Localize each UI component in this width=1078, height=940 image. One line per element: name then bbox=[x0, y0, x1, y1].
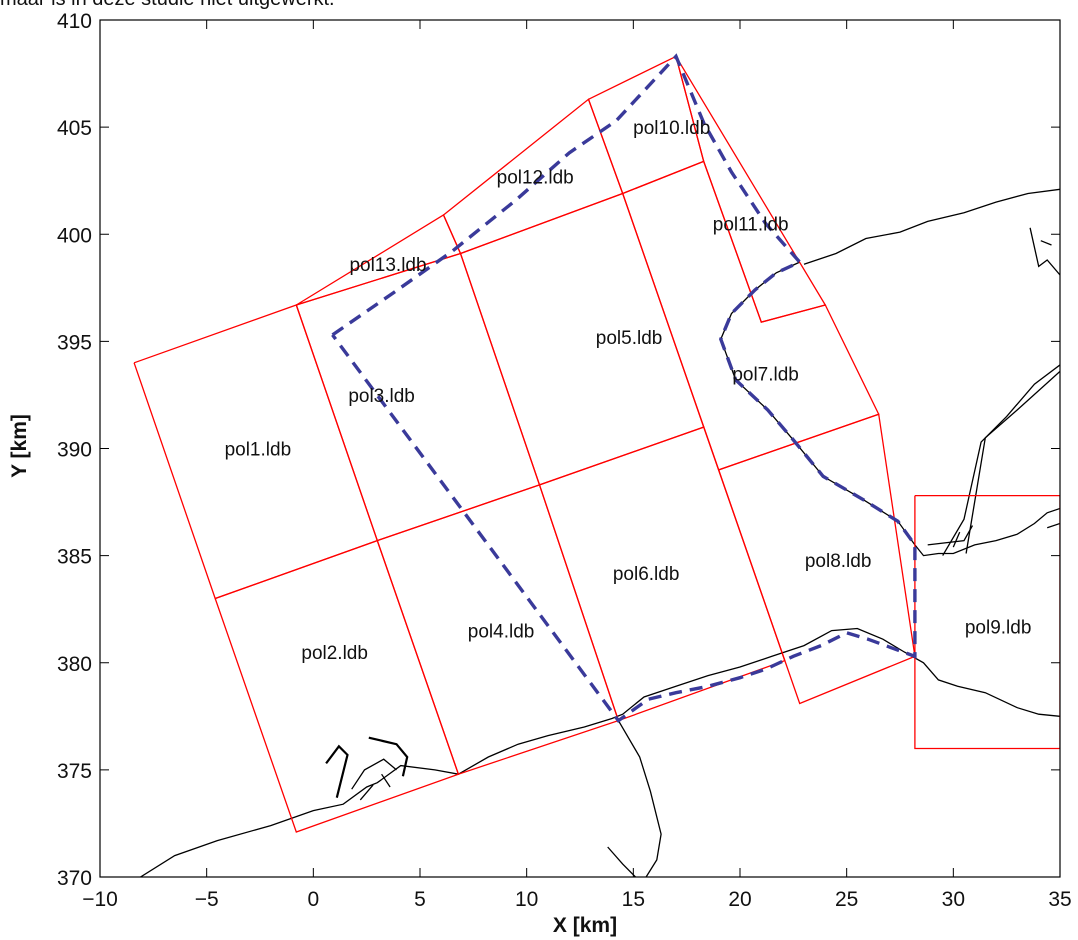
coastline-layer bbox=[140, 188, 1060, 877]
polygon-label-layer: pol1.ldb pol2.ldb pol3.ldb pol4.ldb pol5.ldb… bbox=[225, 118, 1032, 664]
tick-layer: −10 −5 0 5 10 15 20 25 30 35 370 375 380 385 390 395 400… bbox=[57, 10, 1072, 911]
coastline-17 bbox=[942, 364, 1060, 556]
x-tick-label: −5 bbox=[195, 888, 219, 911]
y-tick-label: 370 bbox=[57, 867, 92, 890]
coastline-5 bbox=[368, 736, 409, 777]
label-pol10: pol10.ldb bbox=[633, 118, 710, 139]
label-pol3: pol3.ldb bbox=[348, 386, 415, 407]
label-pol2: pol2.ldb bbox=[301, 643, 368, 664]
x-tick-label: 10 bbox=[515, 888, 538, 911]
x-tick-label: 20 bbox=[728, 888, 751, 911]
x-tick-label: 5 bbox=[414, 888, 426, 911]
label-pol6: pol6.ldb bbox=[613, 564, 680, 585]
y-axis-label: Y [km] bbox=[8, 414, 31, 478]
x-tick-label: 25 bbox=[835, 888, 858, 911]
coastline-3 bbox=[607, 846, 636, 877]
coastline-4 bbox=[325, 744, 349, 798]
x-tick-label: 30 bbox=[942, 888, 965, 911]
x-tick-label: 0 bbox=[307, 888, 319, 911]
polygon-pol5 bbox=[459, 192, 705, 486]
caption-text: maar is in deze studie niet uitgewerkt. bbox=[0, 0, 335, 11]
label-pol4: pol4.ldb bbox=[468, 622, 535, 643]
coastline-13 bbox=[803, 188, 1060, 265]
y-tick-label: 400 bbox=[57, 224, 92, 247]
coastline-11 bbox=[952, 531, 961, 548]
label-pol8: pol8.ldb bbox=[805, 551, 872, 572]
coastline-16 bbox=[1040, 240, 1052, 246]
coastline-9 bbox=[914, 507, 1060, 557]
label-pol9: pol9.ldb bbox=[965, 617, 1032, 638]
coastline-18 bbox=[965, 370, 1060, 554]
y-tick-label: 405 bbox=[57, 117, 92, 140]
y-tick-label: 410 bbox=[57, 10, 92, 33]
y-tick-label: 380 bbox=[57, 653, 92, 676]
x-tick-label: 35 bbox=[1048, 888, 1071, 911]
label-pol11: pol11.ldb bbox=[713, 215, 789, 236]
dashed-transect-line bbox=[331, 53, 917, 723]
x-axis-label: X [km] bbox=[553, 914, 617, 937]
coastline-7 bbox=[381, 773, 391, 788]
label-pol5: pol5.ldb bbox=[596, 328, 663, 349]
polygon-pol7 bbox=[622, 160, 880, 471]
coastline-15 bbox=[1029, 227, 1060, 276]
y-tick-label: 385 bbox=[57, 546, 92, 569]
y-tick-label: 395 bbox=[57, 331, 92, 354]
polygon-pol13 bbox=[295, 214, 462, 306]
y-tick-label: 390 bbox=[57, 439, 92, 462]
x-tick-label: −10 bbox=[82, 888, 118, 911]
polygon-pol9 bbox=[914, 494, 1060, 750]
coastline-14 bbox=[720, 261, 916, 546]
y-tick-label: 375 bbox=[57, 760, 92, 783]
coastline-2 bbox=[617, 720, 662, 877]
polygon-pol11 bbox=[675, 56, 827, 323]
label-pol1: pol1.ldb bbox=[225, 440, 292, 461]
coastline-1 bbox=[140, 627, 1060, 877]
transect-layer bbox=[331, 53, 917, 723]
label-pol7: pol7.ldb bbox=[732, 365, 799, 386]
label-pol13: pol13.ldb bbox=[349, 255, 426, 276]
x-tick-label: 15 bbox=[622, 888, 645, 911]
coastline-12 bbox=[1046, 522, 1060, 529]
coastline-8 bbox=[359, 784, 374, 801]
coastline-6 bbox=[351, 758, 397, 790]
polygon-pol2 bbox=[214, 539, 460, 833]
label-pol12: pol12.ldb bbox=[497, 167, 574, 188]
